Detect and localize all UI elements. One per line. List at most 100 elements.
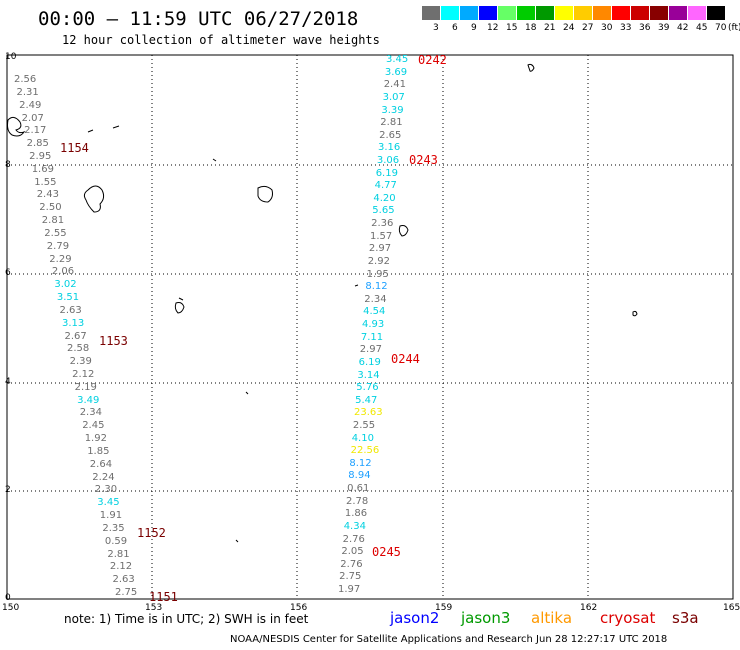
wave-height-value: 1.91	[99, 510, 123, 521]
colorbar-label: 33	[620, 23, 632, 33]
legend-jason2: jason2	[390, 609, 440, 627]
y-tick-label: 2	[5, 485, 11, 495]
x-tick-label: 159	[435, 603, 453, 613]
colorbar-swatch	[574, 6, 592, 20]
wave-height-value: 3.39	[381, 104, 404, 116]
wave-height-value: 1.95	[366, 268, 389, 280]
pass-time-label: 1151	[149, 590, 178, 604]
colorbar-swatch	[612, 6, 630, 20]
colorbar-label: 45	[696, 23, 708, 33]
wave-height-value: 2.19	[74, 381, 97, 393]
colorbar-label: 27	[582, 23, 594, 33]
wave-height-value: 1.57	[370, 230, 393, 242]
colorbar-swatch	[479, 6, 497, 20]
wave-height-value: 0.61	[347, 483, 370, 494]
wave-height-value: 5.76	[356, 382, 379, 394]
wave-height-value: 2.36	[371, 218, 394, 229]
wave-height-value: 3.06	[376, 155, 400, 166]
island-outline	[527, 63, 535, 72]
wave-height-value: 2.92	[367, 255, 390, 267]
wave-height-value: 2.55	[352, 420, 376, 431]
wave-height-value: 2.97	[368, 243, 392, 255]
wave-height-value: 2.85	[26, 138, 49, 150]
wave-height-value: 2.67	[64, 330, 87, 342]
wave-height-value: 2.76	[342, 533, 365, 545]
colorbar-label: 9	[471, 23, 477, 33]
colorbar-label: 18	[525, 23, 537, 33]
colorbar-swatch	[441, 6, 459, 20]
wave-height-value: 2.24	[92, 471, 115, 483]
island-outline	[83, 185, 105, 213]
wave-height-value: 4.34	[343, 520, 366, 532]
colorbar-label: 3	[433, 23, 439, 33]
y-tick-label: 8	[5, 160, 11, 170]
wave-height-value: 2.63	[112, 574, 135, 586]
x-tick-label: 162	[580, 603, 598, 613]
y-tick-label: 6	[5, 268, 11, 278]
wave-height-value: 3.51	[56, 292, 80, 303]
pass-time-label: 0244	[391, 352, 420, 366]
wave-height-value: 2.58	[67, 343, 90, 355]
colorbar-label: 70	[715, 23, 727, 33]
wave-height-value: 4.93	[362, 319, 385, 330]
wave-height-value: 2.49	[19, 99, 42, 111]
pass-time-label: 1154	[60, 141, 89, 155]
wave-height-value: 2.79	[46, 240, 70, 252]
pass-time-label: 1152	[137, 526, 166, 540]
pass-time-label: 0245	[372, 545, 401, 559]
wave-height-value: 1.55	[34, 176, 57, 188]
wave-height-value: 2.05	[341, 546, 364, 558]
wave-height-value: 2.65	[379, 129, 402, 141]
legend-s3a: s3a	[672, 609, 699, 627]
colorbar-label: 36	[639, 23, 651, 33]
wave-height-value: 2.64	[89, 458, 113, 470]
colorbar-swatch	[517, 6, 535, 20]
wave-height-value: 2.43	[36, 189, 59, 201]
wave-height-value: 3.02	[54, 279, 77, 291]
units-note: note: 1) Time is in UTC; 2) SWH is in fe…	[64, 612, 309, 626]
wave-height-value: 2.35	[102, 522, 125, 534]
wave-height-value: 8.12	[349, 457, 372, 469]
island-outline	[7, 116, 26, 137]
island-outline	[257, 185, 273, 203]
wave-height-value: 3.49	[77, 394, 100, 406]
wave-height-value: 2.56	[14, 74, 37, 85]
wave-height-value: 2.45	[82, 420, 105, 432]
wave-height-value: 1.69	[31, 163, 54, 175]
wave-height-value: 4.10	[351, 432, 374, 444]
wave-height-value: 2.75	[115, 587, 138, 598]
x-tick-label: 156	[290, 603, 308, 613]
colorbar-label: 6	[452, 23, 458, 33]
wave-height-value: 7.11	[360, 331, 384, 343]
colorbar-swatch	[555, 6, 573, 20]
wave-height-value: 2.31	[16, 86, 39, 98]
wave-height-value: 4.54	[363, 306, 386, 318]
pass-time-label: 1153	[99, 334, 128, 348]
wave-height-value: 2.75	[339, 571, 362, 583]
wave-height-value: 2.12	[72, 369, 95, 380]
colorbar-swatch	[536, 6, 554, 20]
island-outline	[632, 310, 638, 317]
pass-time-label: 0242	[418, 53, 447, 67]
wave-height-value: 2.55	[44, 227, 67, 239]
colorbar-label: 24	[563, 23, 575, 33]
map-frame	[6, 54, 734, 600]
wave-height-value: 8.12	[365, 281, 388, 293]
wave-height-value: 1.97	[338, 584, 361, 595]
wave-height-value: 2.63	[59, 304, 82, 316]
wave-height-value: 2.97	[359, 344, 382, 356]
wave-height-value: 2.17	[24, 125, 47, 137]
wave-height-value: 3.07	[382, 91, 405, 103]
wave-height-value: 2.39	[69, 356, 92, 368]
colorbar-label: 30	[601, 23, 613, 33]
wave-height-value: 5.47	[355, 394, 378, 406]
colorbar-swatch	[422, 6, 440, 20]
wave-height-value: 3.14	[357, 369, 380, 381]
colorbar-swatch	[631, 6, 649, 20]
wave-height-value: 2.81	[107, 548, 130, 560]
legend-cryosat: cryosat	[600, 609, 656, 627]
y-tick-label: 4	[5, 377, 11, 387]
colorbar-label: 42	[677, 23, 689, 33]
wave-height-value: 2.06	[51, 266, 75, 278]
